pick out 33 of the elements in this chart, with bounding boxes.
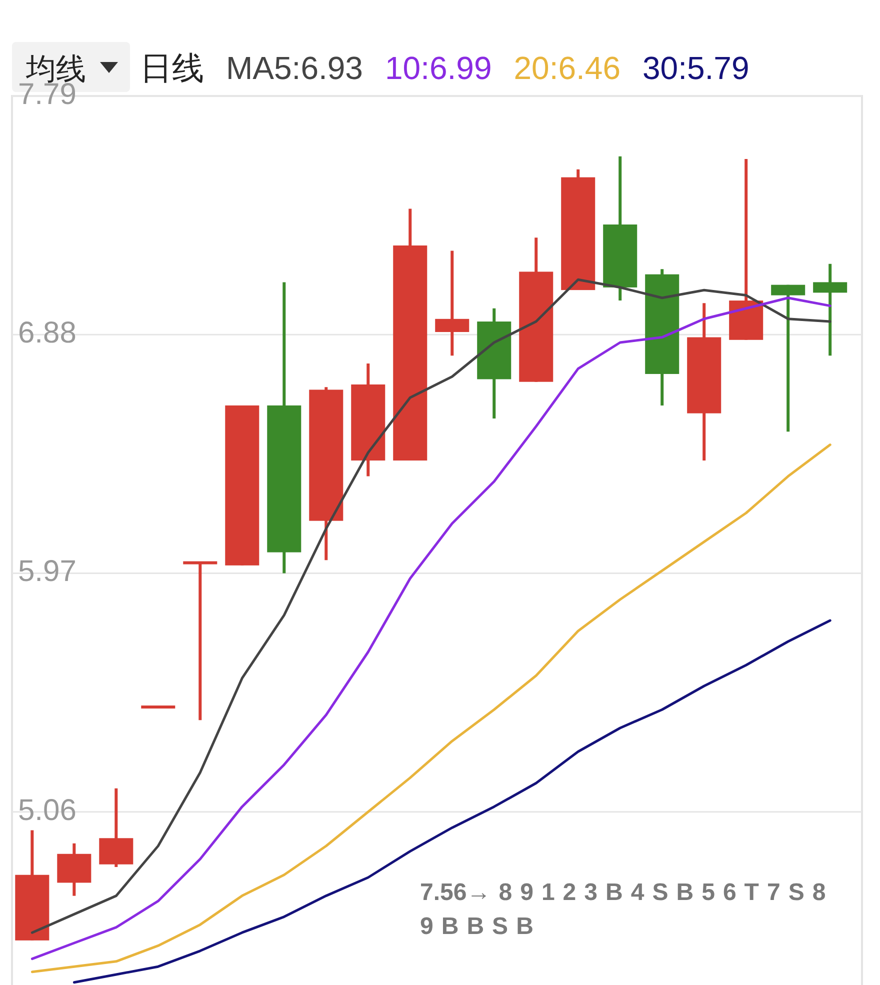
y-tick-label: 6.88 bbox=[18, 316, 76, 350]
chart-subtitle: 日线 bbox=[140, 50, 204, 86]
annotation: 1 bbox=[541, 879, 555, 906]
annotation: S bbox=[492, 913, 508, 940]
text: 20:6.46 bbox=[514, 50, 620, 86]
annotation: B bbox=[441, 913, 459, 940]
candlestick bbox=[435, 250, 470, 356]
text: MA5:6.93 bbox=[226, 50, 363, 86]
candlestick bbox=[771, 284, 806, 432]
annotation: 8 bbox=[498, 879, 512, 906]
y-tick-label: 5.97 bbox=[18, 555, 76, 588]
annotation: 2 bbox=[562, 879, 576, 906]
annotation: 3 bbox=[584, 879, 598, 906]
annotation: 8 bbox=[812, 879, 826, 906]
annotation: 9 bbox=[520, 879, 534, 906]
text: 30:5.79 bbox=[642, 50, 750, 86]
annotation: 6 bbox=[722, 879, 736, 906]
annotation: S bbox=[652, 879, 668, 906]
annotation: 7 bbox=[766, 879, 780, 906]
annotation: B bbox=[676, 879, 694, 906]
annotation: B bbox=[516, 913, 534, 940]
annotation: T bbox=[744, 879, 760, 906]
annotation: B bbox=[466, 913, 484, 940]
annotation: B bbox=[606, 879, 623, 906]
annotation: 9 bbox=[420, 913, 434, 940]
y-tick-label: 5.06 bbox=[18, 794, 76, 827]
candlestick bbox=[813, 264, 848, 356]
annotation: 4 bbox=[630, 879, 645, 906]
candlestick bbox=[183, 561, 218, 720]
annotation: S bbox=[788, 879, 804, 906]
annotation: 7.56→ bbox=[420, 879, 491, 906]
annotation: 5 bbox=[702, 879, 715, 906]
text: 10:6.99 bbox=[384, 50, 492, 86]
